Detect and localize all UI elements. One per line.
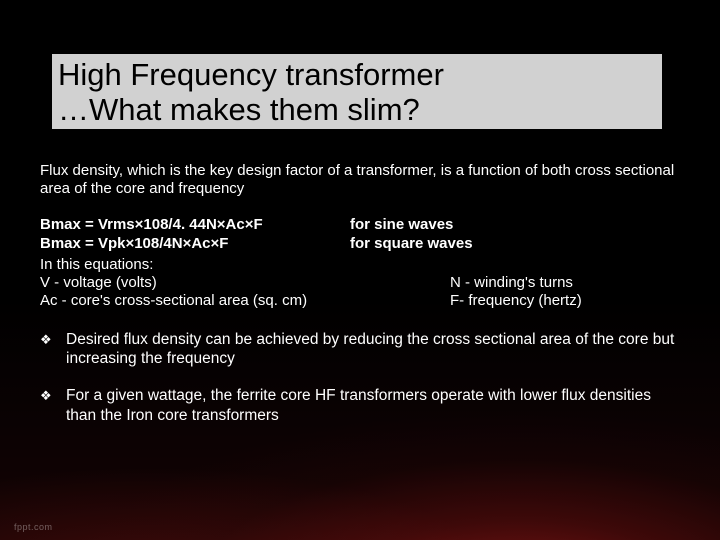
- definition-line: F- frequency (hertz): [450, 292, 680, 310]
- equations-block: Bmax = Vrms×108/4. 44N×Ac×F for sine wav…: [40, 216, 680, 254]
- bullet-item: ❖ Desired flux density can be achieved b…: [40, 330, 680, 369]
- bullet-item: ❖ For a given wattage, the ferrite core …: [40, 386, 680, 425]
- bullet-list: ❖ Desired flux density can be achieved b…: [40, 330, 680, 426]
- equation-rhs: for sine waves: [350, 216, 453, 235]
- definitions-block: In this equations: V - voltage (volts) A…: [40, 256, 680, 310]
- equation-lhs: Bmax = Vrms×108/4. 44N×Ac×F: [40, 216, 350, 235]
- definitions-left: In this equations: V - voltage (volts) A…: [40, 256, 450, 310]
- definitions-header: In this equations:: [40, 256, 450, 274]
- title-line-2: …What makes them slim?: [58, 92, 420, 127]
- footer-attribution: fppt.com: [14, 522, 53, 532]
- intro-paragraph: Flux density, which is the key design fa…: [40, 162, 680, 198]
- bullet-marker-icon: ❖: [40, 330, 66, 369]
- slide-content: Flux density, which is the key design fa…: [40, 162, 680, 443]
- equation-row: Bmax = Vpk×108/4N×Ac×F for square waves: [40, 235, 680, 254]
- bullet-text: For a given wattage, the ferrite core HF…: [66, 386, 680, 425]
- definition-line: Ac - core's cross-sectional area (sq. cm…: [40, 292, 450, 310]
- title-block: High Frequency transformer …What makes t…: [52, 54, 662, 129]
- bullet-marker-icon: ❖: [40, 386, 66, 425]
- title-line-1: High Frequency transformer: [58, 57, 444, 92]
- definition-line: V - voltage (volts): [40, 274, 450, 292]
- bullet-text: Desired flux density can be achieved by …: [66, 330, 680, 369]
- definition-line: N - winding's turns: [450, 274, 680, 292]
- equation-rhs: for square waves: [350, 235, 473, 254]
- definitions-right: N - winding's turns F- frequency (hertz): [450, 256, 680, 310]
- equation-lhs: Bmax = Vpk×108/4N×Ac×F: [40, 235, 350, 254]
- slide-title: High Frequency transformer …What makes t…: [58, 58, 656, 127]
- equation-row: Bmax = Vrms×108/4. 44N×Ac×F for sine wav…: [40, 216, 680, 235]
